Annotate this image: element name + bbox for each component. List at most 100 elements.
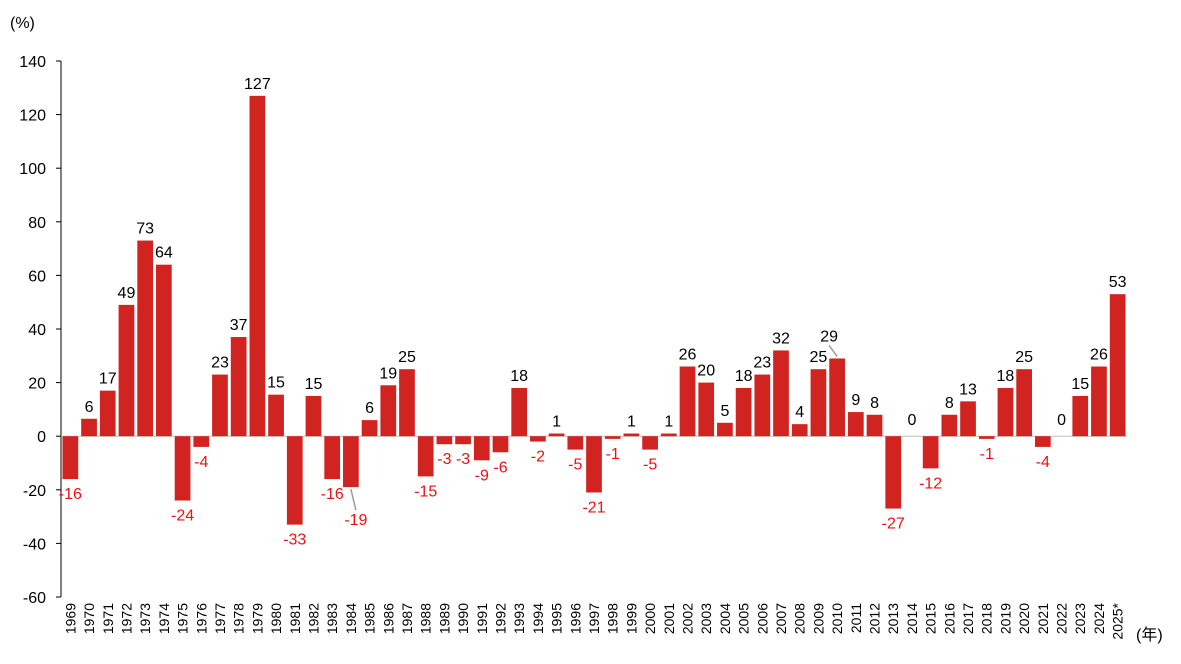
bar-2004 — [717, 422, 733, 437]
bar-1969 — [62, 436, 79, 480]
value-label-1985: 6 — [365, 400, 374, 417]
bar-1982 — [305, 396, 322, 437]
x-tick-label: 2007 — [773, 603, 789, 634]
leader-line — [828, 345, 838, 357]
bar-2006 — [754, 374, 771, 437]
x-tick-label: 1986 — [380, 603, 396, 634]
x-tick-label: 2014 — [904, 603, 920, 634]
bar-1995 — [548, 433, 565, 437]
bar-1998 — [604, 436, 621, 439]
x-tick-labels-group: 1969 1970 1971 1972 1973 1974 1975 1976 1977 1978… — [62, 602, 1125, 639]
x-tick-label: 2006 — [754, 603, 770, 634]
bar-1996 — [567, 436, 584, 450]
bar-1973 — [137, 240, 154, 437]
value-label-2011: 9 — [851, 392, 860, 409]
x-tick-label: 2003 — [698, 603, 714, 634]
value-label-2023: 15 — [1071, 376, 1089, 393]
y-tick-label: 80 — [28, 215, 46, 232]
bar-1974 — [156, 264, 172, 437]
value-label-1980: 15 — [267, 375, 285, 392]
x-tick-label: 2021 — [1035, 603, 1051, 634]
value-label-1973: 73 — [136, 221, 154, 238]
x-axis-unit-label: (年) — [1136, 626, 1163, 644]
bar-1991 — [473, 436, 490, 461]
x-tick-label: 2000 — [642, 603, 658, 634]
x-tick-label: 2012 — [867, 603, 883, 634]
bar-1989 — [436, 436, 453, 445]
value-label-1979: 127 — [244, 76, 271, 93]
bar-1990 — [455, 436, 471, 445]
value-label-2020: 25 — [1015, 349, 1033, 366]
value-label-2009: 25 — [810, 349, 828, 366]
value-label-2014: 0 — [907, 412, 916, 429]
bar-2016 — [941, 414, 958, 437]
bar-1992 — [492, 436, 509, 453]
value-label-1974: 64 — [155, 245, 173, 262]
value-label-2007: 32 — [772, 330, 790, 347]
x-tick-label: 1995 — [549, 603, 565, 634]
x-tick-label: 1983 — [324, 603, 340, 634]
x-tick-label: 1987 — [399, 603, 415, 634]
bar-1999 — [623, 433, 640, 437]
value-label-1981: -33 — [283, 532, 306, 549]
x-tick-label: 2013 — [885, 603, 901, 634]
x-tick-label: 2011 — [848, 603, 864, 633]
value-label-1994: -2 — [531, 449, 545, 466]
value-label-2004: 5 — [720, 403, 729, 420]
value-label-1984: -19 — [344, 512, 367, 529]
bar-1988 — [417, 436, 434, 477]
x-tick-label: 1996 — [567, 603, 583, 634]
bar-2000 — [642, 436, 658, 450]
bar-1986 — [380, 385, 397, 437]
bar-1994 — [530, 436, 546, 442]
x-tick-label: 1992 — [492, 603, 508, 634]
x-tick-label: 2001 — [661, 603, 677, 634]
value-label-1999: 1 — [627, 414, 636, 431]
x-tick-label: 1990 — [455, 603, 471, 634]
x-tick-label: 2017 — [960, 603, 976, 634]
x-tick-label: 1985 — [362, 603, 378, 634]
bar-2023 — [1072, 396, 1089, 437]
bar-2001 — [660, 433, 677, 437]
x-tick-label: 2002 — [680, 603, 696, 634]
x-tick-label: 1991 — [474, 603, 490, 634]
x-tick-label: 1980 — [268, 603, 284, 634]
bar-1993 — [511, 387, 528, 437]
x-tick-label: 1997 — [586, 603, 602, 634]
value-labels-group: -16617497364-24-4233712715-3315-16-19619… — [59, 76, 1127, 549]
value-label-2017: 13 — [959, 381, 977, 398]
value-label-2019: 18 — [997, 368, 1015, 385]
x-tick-label: 1973 — [137, 603, 153, 634]
y-tick-label: 0 — [37, 429, 46, 446]
x-tick-label: 1994 — [530, 603, 546, 634]
x-tick-label: 2022 — [1054, 603, 1070, 634]
bar-1970 — [81, 418, 97, 437]
bar-1979 — [249, 95, 266, 437]
value-label-2016: 8 — [945, 395, 954, 412]
y-tick-label: -40 — [23, 536, 46, 553]
x-tick-label: 1977 — [212, 603, 228, 634]
value-label-2018: -1 — [980, 446, 994, 463]
value-label-1986: 19 — [379, 365, 397, 382]
value-label-2024: 26 — [1090, 347, 1108, 364]
value-label-2008: 4 — [795, 404, 804, 421]
value-label-1993: 18 — [510, 368, 528, 385]
value-label-2005: 18 — [735, 368, 753, 385]
x-tick-label: 2023 — [1072, 603, 1088, 634]
x-tick-label: 1972 — [118, 603, 134, 634]
bar-2020 — [1016, 369, 1032, 437]
y-axis-unit-label: (%) — [10, 15, 35, 32]
bar-1984 — [343, 436, 359, 488]
bar-1975 — [174, 436, 191, 501]
bar-2024 — [1091, 366, 1107, 437]
x-tick-label: 1989 — [436, 603, 452, 634]
bar-2010 — [829, 358, 845, 437]
bar-1981 — [286, 436, 303, 525]
value-label-1982: 15 — [305, 376, 323, 393]
x-tick-label: 1982 — [305, 603, 321, 634]
value-label-1997: -21 — [582, 499, 605, 516]
x-tick-label: 1998 — [605, 603, 621, 634]
x-tick-label: 1969 — [62, 603, 78, 634]
x-tick-label: 1999 — [623, 603, 639, 634]
value-label-1992: -6 — [493, 459, 507, 476]
